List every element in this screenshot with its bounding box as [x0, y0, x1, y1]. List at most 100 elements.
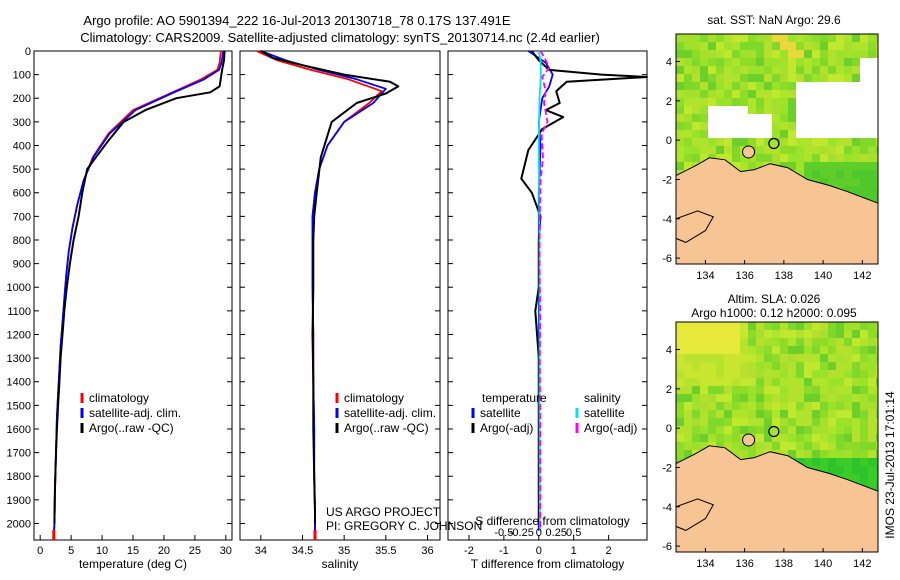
map-cell [828, 450, 836, 458]
map-cell [732, 34, 740, 42]
map-cell [780, 114, 788, 122]
y-tick-label: 800 [13, 235, 31, 247]
map-cell [804, 450, 812, 458]
x-tick-label: 36 [421, 545, 433, 557]
map-cell [820, 394, 828, 402]
map-cell [828, 146, 836, 154]
map-cell [708, 410, 716, 418]
map-cell [788, 138, 796, 146]
map-cell [732, 66, 740, 74]
map-cell [788, 338, 796, 346]
map-cell [716, 418, 724, 426]
map-cell [676, 362, 684, 370]
map-cell [764, 34, 772, 42]
map-cell [804, 410, 812, 418]
map-cell [756, 42, 764, 50]
map-cell [716, 42, 724, 50]
map-cell [708, 138, 716, 146]
map-cell [708, 402, 716, 410]
credit-pi: PI: GREGORY C. JOHNSON [326, 519, 482, 533]
map-cell [820, 386, 828, 394]
map-cell [868, 410, 876, 418]
map-cell [724, 90, 732, 98]
map-cell [852, 394, 860, 402]
map-cell [868, 138, 876, 146]
map-cell [724, 58, 732, 66]
map-cell [812, 346, 820, 354]
map-cell [732, 82, 740, 90]
map-cell [820, 330, 828, 338]
map-cell [852, 378, 860, 386]
map-x-tick-label: 138 [775, 558, 793, 570]
s-tick-label: 0 [536, 527, 542, 539]
map-cell [748, 74, 756, 82]
map-cell [684, 146, 692, 154]
map-cell [748, 98, 756, 106]
map-cell [684, 394, 692, 402]
land-mainland [676, 157, 878, 264]
map-cell [740, 442, 748, 450]
map-cell [732, 330, 740, 338]
map-cell [748, 370, 756, 378]
map-cell [852, 402, 860, 410]
map-cell [700, 434, 708, 442]
map-y-tick-label: -2 [662, 462, 672, 474]
map-cell [692, 74, 700, 82]
map-cell [820, 42, 828, 50]
map-cell [724, 402, 732, 410]
x-tick-label: 0 [536, 545, 542, 557]
salinity-panel: 34 34.5 35 35.5 36 salinity climatologysatelli… [239, 50, 441, 571]
map-cell [780, 434, 788, 442]
map-cell [700, 74, 708, 82]
map-cell [732, 426, 740, 434]
legend-label: climatology [344, 391, 404, 405]
map-cell [876, 186, 878, 194]
map-cell [796, 50, 804, 58]
map-cell [788, 82, 796, 90]
map-y-tick-label: 0 [666, 135, 672, 147]
map-cell [724, 146, 732, 154]
map-cell [804, 42, 812, 50]
map-cell [852, 466, 860, 474]
map-cell [724, 378, 732, 386]
map-cell [740, 42, 748, 50]
map-cell [844, 458, 852, 466]
y-tick-label: 1300 [7, 353, 31, 365]
map-cell [676, 370, 684, 378]
x-tick-label: 35.5 [375, 545, 396, 557]
map-cell [844, 186, 852, 194]
land-island [742, 145, 756, 159]
y-tick-label: 300 [13, 117, 31, 129]
map-cell [844, 74, 852, 82]
map-cell [836, 322, 844, 330]
legend-label: satellite-adj. clim. [89, 406, 181, 420]
map-cell [756, 138, 764, 146]
sst-map-title: sat. SST: NaN Argo: 29.6 [707, 13, 841, 27]
map-cell [684, 378, 692, 386]
map-cell [772, 106, 780, 114]
map-cell [716, 50, 724, 58]
map-cell [684, 322, 692, 330]
map-cell [852, 410, 860, 418]
x-tick-label: 5 [68, 545, 74, 557]
map-cell [708, 82, 716, 90]
map-cell [796, 354, 804, 362]
map-cell [764, 98, 772, 106]
map-cell [820, 346, 828, 354]
map-cell [684, 418, 692, 426]
map-cell [868, 34, 876, 42]
map-cell [868, 450, 876, 458]
map-cell [836, 178, 844, 186]
map-cell [724, 418, 732, 426]
map-cell [716, 138, 724, 146]
y-tick-label: 0 [25, 46, 31, 58]
map-y-tick-label: -4 [662, 502, 672, 514]
map-cell [684, 370, 692, 378]
map-cell [788, 378, 796, 386]
map-cell [812, 354, 820, 362]
map-cell [748, 410, 756, 418]
y-tick-label: 1800 [7, 471, 31, 483]
legend-title-salinity: salinity [584, 391, 621, 405]
map-cell [756, 338, 764, 346]
